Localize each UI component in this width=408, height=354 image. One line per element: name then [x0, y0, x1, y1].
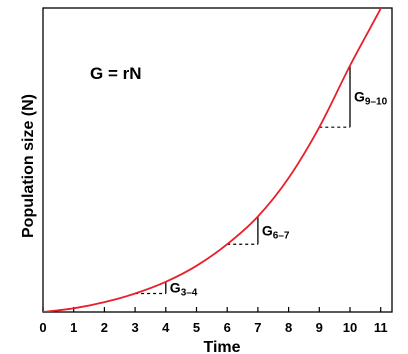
x-tick-label-10: 10 [343, 320, 357, 335]
x-tick-label-2: 2 [101, 320, 108, 335]
annotation-label-2: G9–10 [354, 88, 388, 107]
equation-label: G = rN [90, 64, 142, 83]
annotation-label-1: G6–7 [262, 222, 290, 241]
x-axis-label: Time [203, 339, 240, 354]
x-tick-label-9: 9 [316, 320, 323, 335]
plot-area: 0 1 2 3 4 5 6 7 8 9 10 11 G3–4 G6–7 G9–10 [39, 7, 393, 335]
x-tick-label-4: 4 [162, 320, 170, 335]
x-tick-label-7: 7 [254, 320, 261, 335]
x-tick-label-8: 8 [285, 320, 292, 335]
x-tick-label-6: 6 [224, 320, 231, 335]
x-tick-label-1: 1 [70, 320, 77, 335]
x-tick-label-5: 5 [193, 320, 200, 335]
x-tick-label-0: 0 [39, 320, 46, 335]
annotation-label-0: G3–4 [170, 280, 198, 299]
x-tick-label-11: 11 [374, 320, 388, 335]
y-axis-label: Population size (N) [20, 94, 37, 238]
x-tick-label-3: 3 [131, 320, 138, 335]
growth-curve-0 [43, 8, 383, 312]
plot-frame [42, 7, 393, 313]
